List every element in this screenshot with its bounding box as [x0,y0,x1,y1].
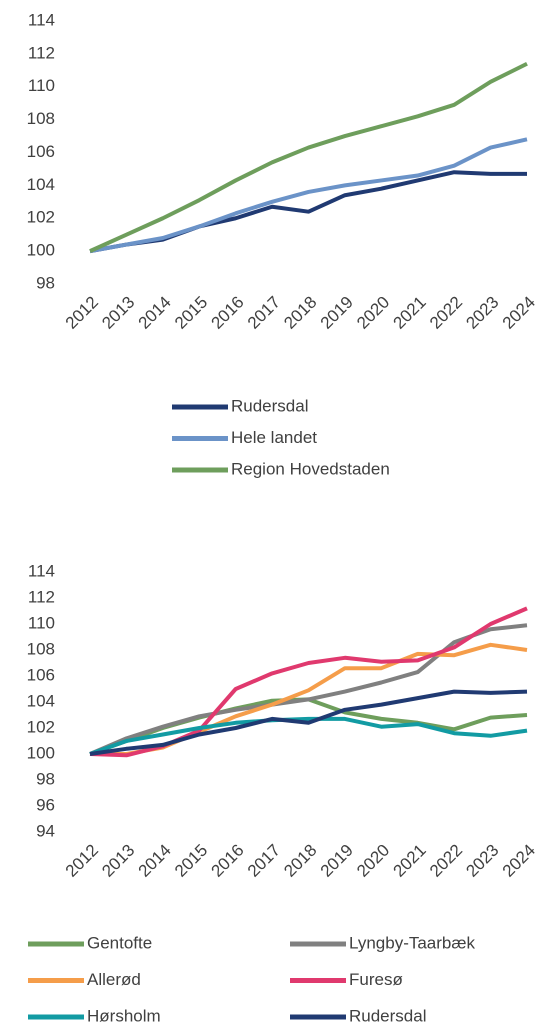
x-tick-label: 2022 [426,293,466,333]
x-tick-label: 2022 [426,841,466,881]
legend-label: Rudersdal [349,1006,427,1025]
y-tick-label: 100 [27,241,55,260]
y-tick-label: 96 [36,795,55,814]
y-tick-label: 110 [28,613,55,632]
y-tick-label: 100 [27,743,55,762]
x-tick-label: 2019 [317,841,357,881]
x-tick-label: 2015 [171,293,211,333]
x-tick-label: 2016 [207,293,247,333]
y-tick-label: 94 [36,821,55,840]
y-tick-label: 114 [28,561,55,580]
x-tick-label: 2018 [280,841,320,881]
x-tick-label: 2023 [462,841,502,881]
x-tick-label: 2024 [499,293,539,333]
y-tick-label: 112 [28,587,55,606]
y-tick-label: 108 [27,639,55,658]
series-line [89,137,528,254]
y-tick-label: 114 [28,10,55,29]
x-tick-label: 2014 [135,841,175,881]
series-line [89,689,528,756]
x-tick-label: 2017 [244,293,284,333]
x-tick-label: 2020 [353,293,393,333]
x-tick-label: 2013 [98,293,138,333]
series-line [89,716,528,756]
x-tick-label: 2016 [207,841,247,881]
x-tick-label: 2018 [280,293,320,333]
series-line [89,623,528,756]
y-tick-label: 98 [36,769,55,788]
x-tick-label: 2023 [462,293,502,333]
x-tick-label: 2017 [244,841,284,881]
x-tick-label: 2021 [390,293,430,333]
x-tick-label: 2013 [98,841,138,881]
y-tick-label: 104 [27,175,55,194]
y-tick-label: 108 [27,109,55,128]
legend-label: Hele landet [231,428,317,447]
x-tick-label: 2012 [62,293,102,333]
x-tick-label: 2020 [353,841,393,881]
y-tick-label: 102 [27,717,55,736]
legend-label: Allerød [87,970,141,989]
y-tick-label: 112 [28,43,55,62]
x-tick-label: 2012 [62,841,102,881]
legend-label: Furesø [349,970,403,989]
x-tick-label: 2014 [135,293,175,333]
x-tick-label: 2015 [171,841,211,881]
y-tick-label: 106 [27,665,55,684]
legend-label: Rudersdal [231,396,309,415]
legend-label: Gentofte [87,933,152,952]
legend-label: Hørsholm [87,1006,161,1025]
legend-label: Lyngby-Taarbæk [349,933,475,952]
y-tick-label: 98 [36,273,55,292]
x-tick-label: 2019 [317,293,357,333]
x-tick-label: 2021 [390,841,430,881]
series-line [89,61,528,253]
y-tick-label: 110 [28,76,55,95]
legend-label: Region Hovedstaden [231,459,390,478]
y-tick-label: 104 [27,691,55,710]
y-tick-label: 102 [27,208,55,227]
x-tick-label: 2024 [499,841,539,881]
y-tick-label: 106 [27,142,55,161]
